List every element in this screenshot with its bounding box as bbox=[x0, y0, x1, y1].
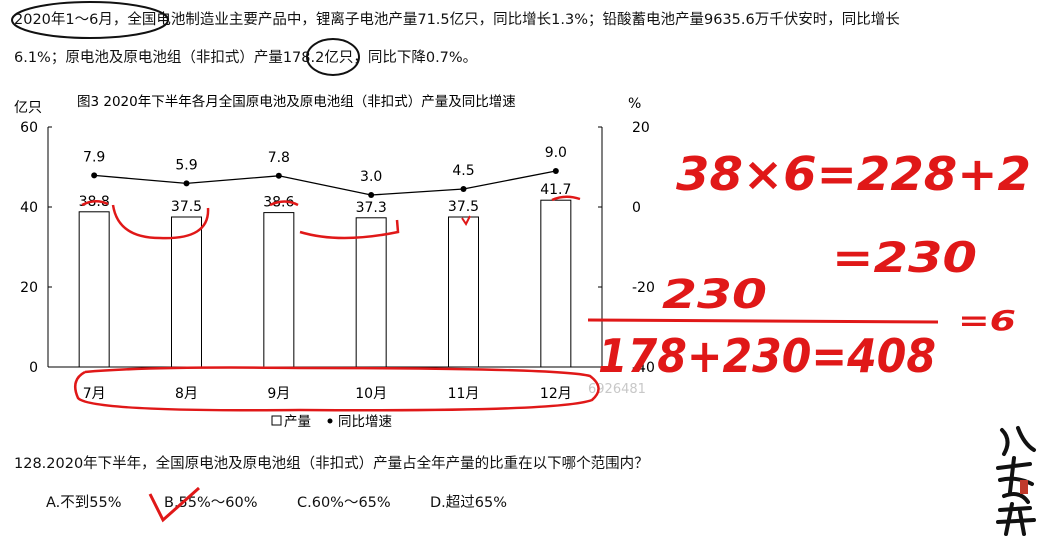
bar bbox=[171, 216, 202, 368]
growth-line bbox=[94, 170, 556, 196]
bar-value-label: 37.3 bbox=[356, 200, 387, 216]
line-point bbox=[368, 192, 375, 198]
bar-value-label: 41.7 bbox=[540, 182, 571, 198]
y-right-tick-label: -20 bbox=[632, 280, 655, 296]
x-tick-label: 12月 bbox=[540, 386, 572, 402]
passage-line-1: 2020年1～6月，全国电池制造业主要产品中，锂离子电池产量71.5亿只，同比增… bbox=[14, 12, 900, 28]
data-labels: 38.8 37.5 38.6 37.3 37.5 41.7 7.9 5.9 7.8 3.0 4.5 9… bbox=[79, 145, 572, 216]
watermark: 6926481 bbox=[588, 382, 646, 397]
line-point bbox=[183, 180, 190, 187]
line-value-label: 4.5 bbox=[452, 163, 474, 179]
option-d[interactable]: D.超过65% bbox=[430, 495, 508, 511]
y-right-tick-label: -40 bbox=[632, 360, 655, 376]
bar-value-label: 37.5 bbox=[171, 199, 202, 215]
option-c[interactable]: C.60%～65% bbox=[297, 495, 391, 511]
line-value-label: 7.8 bbox=[268, 150, 290, 166]
passage-line-2: 6.1%；原电池及原电池组（非扣式）产量178.2亿只，同比下降0.7%。 bbox=[14, 50, 478, 66]
y-axis-left-label: 亿只 bbox=[14, 100, 42, 116]
line-value-label: 7.9 bbox=[83, 149, 105, 165]
bar-value-label: 38.8 bbox=[79, 194, 110, 210]
bar-value-label: 37.5 bbox=[448, 199, 479, 215]
x-tick-label: 8月 bbox=[175, 386, 198, 402]
y-left-tick-label: 40 bbox=[20, 200, 38, 216]
chart-title: 图3 2020年下半年各月全国原电池及原电池组（非扣式）产量及同比增速 bbox=[77, 93, 516, 110]
brand-logo bbox=[996, 426, 1036, 536]
line-point bbox=[460, 186, 467, 192]
y-right-tick-label: 0 bbox=[632, 200, 641, 216]
bar bbox=[263, 212, 295, 368]
bar bbox=[355, 217, 387, 368]
x-tick-label: 9月 bbox=[267, 386, 290, 402]
bar bbox=[540, 199, 572, 368]
line-value-label: 9.0 bbox=[545, 145, 567, 161]
x-tick-label: 10月 bbox=[355, 386, 387, 402]
option-b[interactable]: B.55%～60% bbox=[164, 495, 258, 511]
legend-bar-swatch bbox=[271, 415, 282, 426]
line-value-label: 3.0 bbox=[360, 169, 382, 185]
y-left-tick-label: 20 bbox=[20, 280, 38, 296]
legend-line-swatch bbox=[327, 418, 333, 424]
chart-legend: 产量 同比增速 bbox=[271, 414, 392, 430]
y-axis-right-label: % bbox=[628, 96, 641, 112]
line-point bbox=[552, 168, 559, 174]
x-tick-label: 7月 bbox=[83, 386, 106, 402]
line-point bbox=[91, 172, 98, 179]
x-tick-label: 11月 bbox=[448, 386, 480, 402]
option-a[interactable]: A.不到55% bbox=[46, 495, 122, 511]
line-value-label: 5.9 bbox=[175, 157, 197, 173]
legend-bar-label: 产量 bbox=[284, 414, 311, 430]
bar bbox=[78, 211, 110, 368]
y-right-tick-label: 20 bbox=[632, 120, 650, 136]
line-series-growth bbox=[91, 168, 559, 198]
bar bbox=[448, 216, 479, 368]
y-left-tick-label: 60 bbox=[20, 120, 38, 136]
question-stem: 128.2020年下半年，全国原电池及原电池组（非扣式）产量占全年产量的比重在以… bbox=[14, 456, 649, 472]
legend-line-label: 同比增速 bbox=[338, 414, 392, 430]
bar-value-label: 38.6 bbox=[263, 195, 294, 211]
bar-series-production bbox=[78, 199, 572, 368]
y-left-tick-label: 0 bbox=[29, 360, 38, 376]
line-point bbox=[275, 172, 282, 179]
